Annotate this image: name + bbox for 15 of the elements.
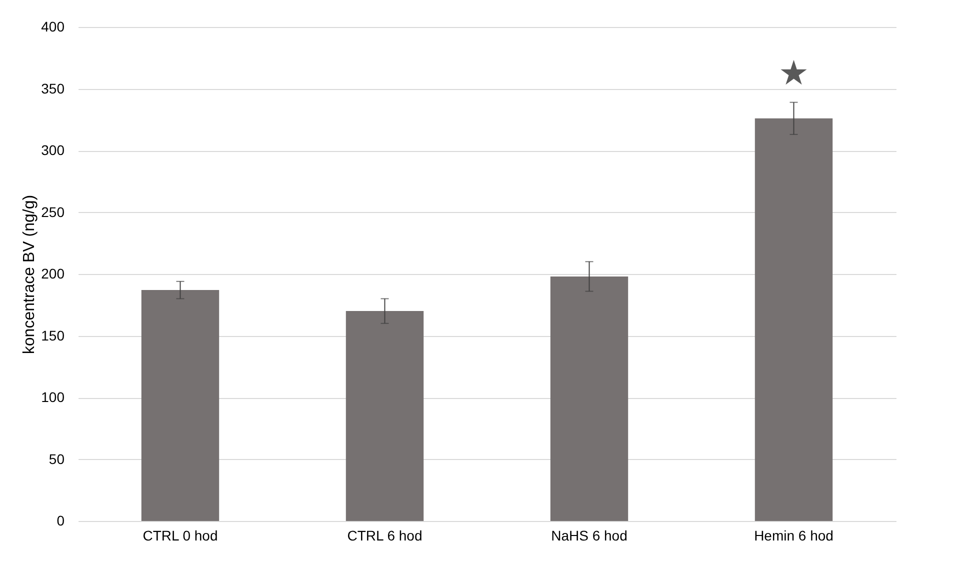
y-tick-label: 100 (41, 389, 65, 405)
x-tick-label: Hemin 6 hod (754, 528, 834, 544)
x-tick-label: NaHS 6 hod (551, 528, 628, 544)
x-tick-label: CTRL 0 hod (142, 528, 218, 544)
y-tick-label: 0 (56, 512, 65, 528)
y-tick-label: 350 (41, 80, 65, 96)
y-axis-title: koncentrace BV (ng/g) (21, 194, 38, 354)
y-tick-label: 400 (41, 18, 65, 34)
y-tick-label: 250 (41, 204, 65, 220)
y-tick-label: 150 (41, 327, 65, 344)
annotation: ★ (778, 53, 809, 94)
y-tick-label: 300 (41, 142, 65, 158)
y-tick-label: 50 (48, 450, 65, 467)
x-tick-label: CTRL 6 hod (347, 528, 422, 544)
y-tick-label: 200 (41, 266, 65, 282)
